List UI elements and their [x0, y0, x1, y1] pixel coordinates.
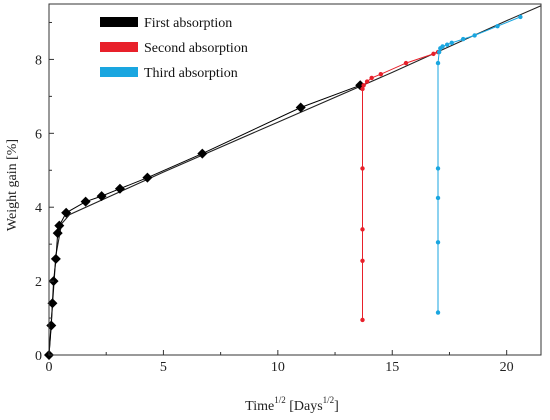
data-point-second	[369, 75, 374, 81]
data-point-second	[360, 166, 365, 171]
data-point-third	[435, 195, 441, 201]
data-point-second	[360, 317, 365, 323]
data-point-first	[54, 220, 65, 231]
y-tick-label: 6	[35, 127, 42, 142]
data-point-third	[449, 40, 454, 45]
x-tick-label: 5	[160, 360, 167, 375]
x-axis-label-main: Time	[245, 399, 274, 414]
legend: First absorption Second absorption Third…	[100, 16, 248, 81]
x-axis-label-unit-sup: 1/2	[323, 395, 335, 405]
data-point-second	[360, 86, 365, 92]
legend-label-third: Third absorption	[144, 66, 238, 81]
x-axis-label: Time1/2 [Days1/2]	[245, 395, 339, 414]
data-point-first	[295, 102, 306, 113]
data-point-first	[114, 183, 125, 194]
data-point-third	[495, 23, 500, 29]
fit-curve-layer	[48, 5, 542, 356]
y-tick-label: 4	[35, 201, 42, 216]
legend-swatch-second	[100, 42, 138, 52]
x-tick-label: 10	[271, 360, 285, 375]
data-point-third	[435, 60, 441, 66]
series-first	[44, 80, 366, 360]
data-point-first	[197, 148, 208, 159]
data-point-first	[47, 298, 58, 309]
series-line-second	[362, 51, 439, 320]
x-tick-label: 15	[385, 360, 399, 375]
plot-frame	[48, 3, 542, 356]
legend-swatch-third	[100, 67, 138, 77]
data-point-second	[360, 227, 365, 232]
data-point-second	[403, 60, 409, 66]
data-point-first	[46, 320, 57, 331]
data-point-third	[440, 44, 445, 49]
series-second	[360, 49, 441, 323]
data-point-first	[142, 172, 153, 183]
axes-layer	[48, 3, 542, 356]
data-point-second	[431, 51, 436, 57]
x-tick-label: 20	[500, 360, 514, 375]
data-point-third	[436, 49, 442, 55]
series-third	[435, 14, 523, 315]
x-axis-label-unit: [Days	[286, 399, 323, 414]
data-point-third	[444, 42, 450, 47]
series-line-first	[48, 84, 361, 356]
legend-label-first: First absorption	[144, 16, 232, 31]
data-point-second	[378, 72, 384, 77]
data-point-third	[435, 240, 441, 245]
series-line-third	[437, 16, 521, 313]
data-point-second	[360, 258, 365, 263]
x-tick-label: 0	[46, 360, 53, 375]
legend-label-second: Second absorption	[144, 41, 248, 56]
data-point-second	[361, 83, 366, 88]
y-axis-label: Weight gain [%]	[5, 139, 20, 231]
data-point-third	[518, 14, 523, 20]
y-tick-label: 2	[35, 275, 42, 290]
data-point-first	[50, 253, 61, 264]
data-point-third	[435, 166, 441, 171]
fit-curve	[48, 5, 542, 356]
y-tick-label: 0	[35, 349, 42, 364]
legend-swatch-first	[100, 17, 138, 27]
y-tick-label: 8	[35, 53, 42, 68]
ticks-layer: 0 5 10 15 20 0 2 4 6 8	[35, 21, 514, 375]
data-point-first	[61, 207, 72, 218]
x-axis-label-sup: 1/2	[274, 395, 286, 405]
data-point-first	[96, 191, 107, 202]
data-point-second	[364, 79, 370, 84]
x-axis-label-close: ]	[334, 399, 339, 414]
data-point-first	[80, 196, 91, 207]
data-point-third	[460, 36, 466, 42]
series-layer	[44, 14, 523, 360]
data-point-third	[435, 310, 441, 315]
data-point-third	[472, 33, 477, 38]
data-point-first	[52, 228, 63, 239]
